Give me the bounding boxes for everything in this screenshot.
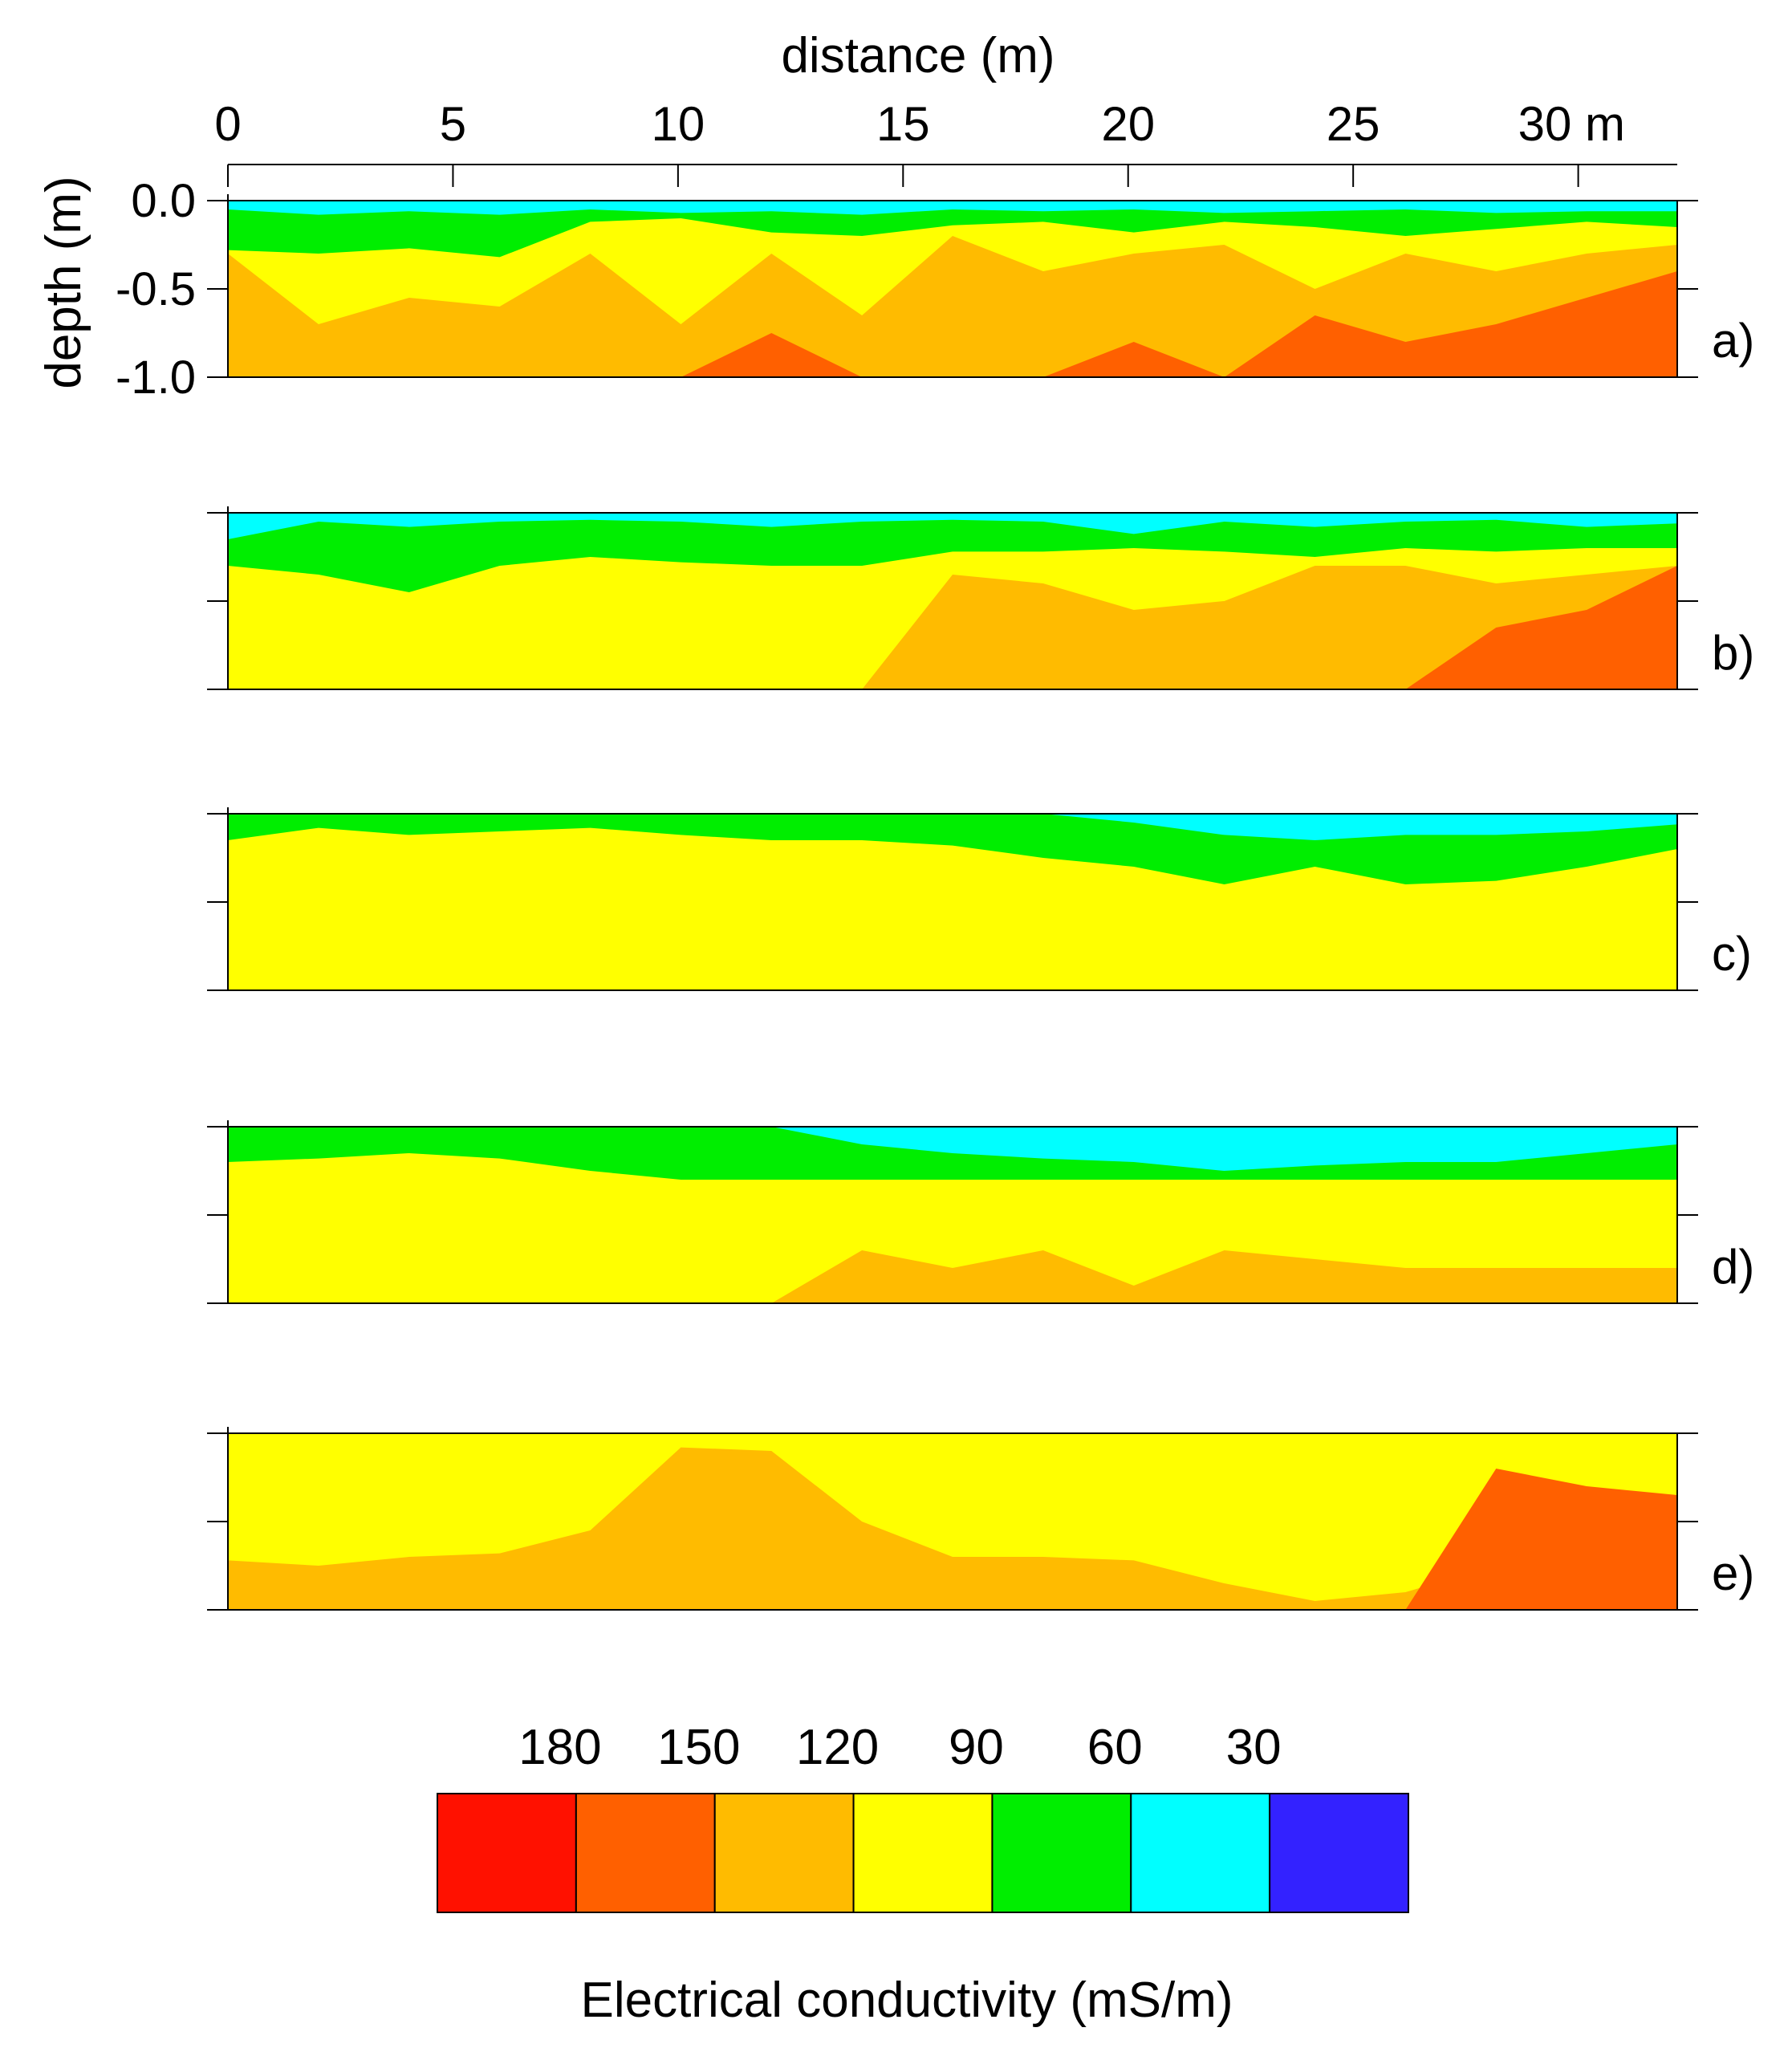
legend-swatch xyxy=(713,1793,855,1913)
x-tick-label: 25 xyxy=(1327,97,1380,151)
legend-value-label: 90 xyxy=(949,1720,1004,1775)
x-tick-label: 15 xyxy=(876,97,930,151)
x-axis-title: distance (m) xyxy=(781,28,1054,83)
panel-fill xyxy=(228,513,1677,689)
panel-label: c) xyxy=(1712,927,1752,981)
legend-swatch xyxy=(1269,1793,1409,1913)
y-tick-label: -1.0 xyxy=(116,351,196,404)
y-tick-label: -0.5 xyxy=(116,263,196,315)
y-axis-title: depth (m) xyxy=(36,176,91,388)
panel-fill xyxy=(228,1433,1677,1610)
panel-fill xyxy=(228,1127,1677,1303)
panel-label: a) xyxy=(1712,314,1754,368)
profile-panels: 0.0 -0.5 -1.0 a) b) c) d) e) xyxy=(116,175,1754,1611)
legend-swatch xyxy=(575,1793,716,1913)
x-tick-label: 5 xyxy=(440,97,466,151)
legend-value-label: 150 xyxy=(657,1720,740,1775)
panel-label: e) xyxy=(1712,1546,1754,1600)
legend-value-label: 120 xyxy=(796,1720,879,1775)
legend-value-label: 180 xyxy=(518,1720,601,1775)
x-tick-label: 0 xyxy=(214,97,241,151)
panel-b: b) xyxy=(207,506,1754,690)
conductivity-zone xyxy=(228,1469,1677,1610)
legend-value-label: 60 xyxy=(1087,1720,1143,1775)
conductivity-zone xyxy=(228,1250,1677,1303)
panel-a: 0.0 -0.5 -1.0 a) xyxy=(116,175,1754,404)
panel-fill xyxy=(228,201,1677,377)
legend-value-label: 30 xyxy=(1226,1720,1282,1775)
conductivity-zone xyxy=(228,1447,1677,1610)
conductivity-zone xyxy=(228,566,1677,689)
y-tick-label: 0.0 xyxy=(131,175,196,227)
x-tick-label: 30 m xyxy=(1518,97,1625,151)
x-tick-label: 20 xyxy=(1101,97,1155,151)
panel-label: b) xyxy=(1712,626,1754,680)
legend-title: Electrical conductivity (mS/m) xyxy=(580,1973,1233,2028)
panel-d: d) xyxy=(207,1120,1754,1304)
legend-swatch xyxy=(1130,1793,1271,1913)
x-tick-label: 10 xyxy=(651,97,705,151)
panel-e: e) xyxy=(207,1427,1754,1611)
conductivity-zone xyxy=(228,827,1677,990)
color-legend: 180 150 120 90 60 30 xyxy=(437,1720,1409,1913)
panel-c: c) xyxy=(207,807,1752,991)
legend-swatch xyxy=(852,1793,994,1913)
panel-fill xyxy=(228,814,1677,990)
legend-swatch xyxy=(991,1793,1132,1913)
conductivity-zone xyxy=(228,271,1677,377)
legend-swatch xyxy=(437,1793,577,1913)
panel-label: d) xyxy=(1712,1240,1754,1294)
conductivity-zone xyxy=(228,566,1677,689)
